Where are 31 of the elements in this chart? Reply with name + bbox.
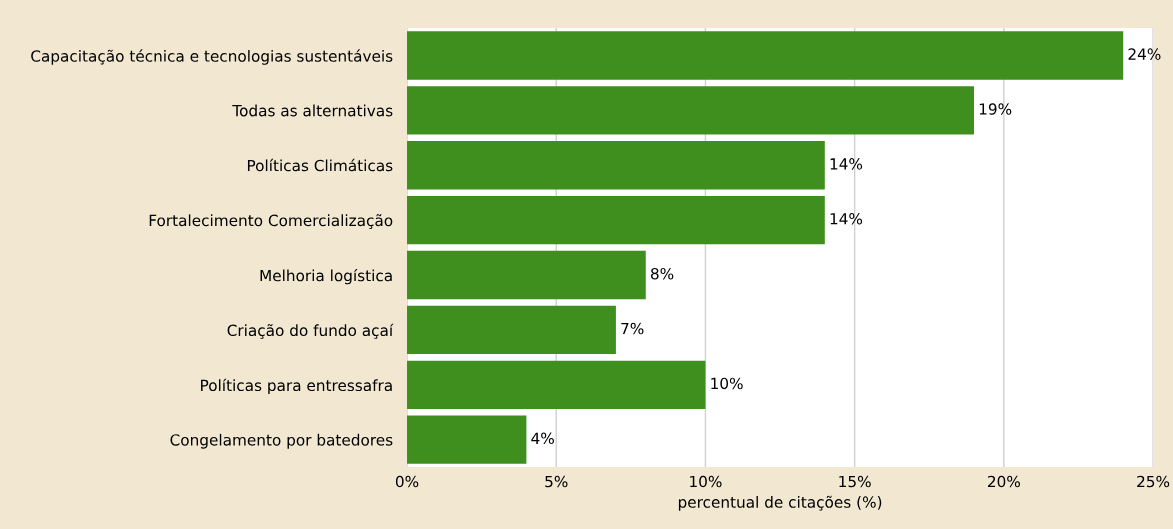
- bar: [407, 31, 1124, 80]
- data-label: 24%: [1128, 48, 1161, 60]
- x-tick-label: 0%: [395, 475, 419, 488]
- x-tick-label: 5%: [545, 475, 568, 488]
- y-tick-label: Fortalecimento Comercialização: [149, 214, 393, 229]
- y-tick-label: Congelamento por batedores: [170, 433, 393, 449]
- y-tick-label: Políticas para entressafra: [201, 378, 392, 395]
- bar: [407, 360, 706, 409]
- x-tick-label: 10%: [690, 475, 722, 488]
- y-tick-label: Políticas Climáticas: [247, 158, 393, 172]
- bar: [407, 415, 527, 464]
- x-tick-label: 25%: [1137, 475, 1170, 488]
- y-tick-label: Melhoria logística: [260, 268, 392, 285]
- x-tick-label: 15%: [839, 475, 871, 488]
- data-label: 14%: [830, 213, 863, 225]
- data-label: 4%: [531, 432, 554, 445]
- data-label: 7%: [621, 322, 644, 335]
- bar: [407, 305, 616, 355]
- x-axis-title: percentual de citações (%): [678, 495, 882, 511]
- bar: [407, 141, 825, 190]
- bar: [407, 250, 646, 300]
- y-tick-label: Criação do fundo açaí: [227, 323, 394, 339]
- data-label: 10%: [711, 377, 743, 390]
- bar: [407, 86, 975, 135]
- bar: [407, 195, 825, 245]
- data-label: 8%: [650, 267, 674, 280]
- x-tick-label: 20%: [987, 475, 1020, 488]
- data-label: 14%: [830, 158, 863, 170]
- data-label: 19%: [979, 103, 1012, 115]
- y-tick-label: Todas as alternativas: [232, 104, 393, 117]
- y-tick-label: Capacitação técnica e tecnologias sustentáveis: [31, 49, 393, 65]
